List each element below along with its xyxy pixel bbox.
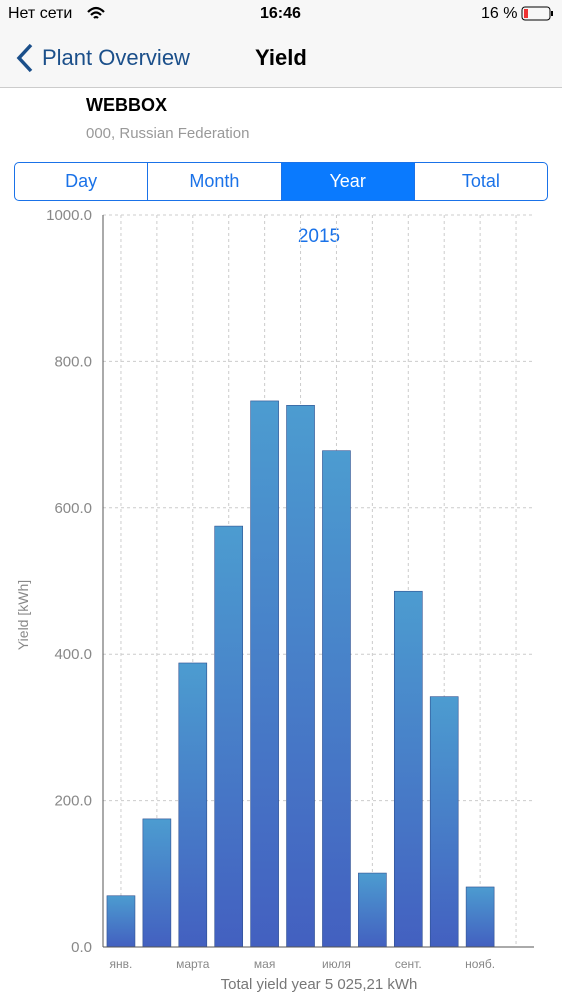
bar [393,590,423,948]
tab[interactable]: Total [461,171,500,191]
x-tick-label: янв. [110,957,133,971]
y-tick-label: 800.0 [54,353,92,370]
back-button[interactable]: Plant Overview [42,45,190,70]
plant-location: 000, Russian Federation [86,125,250,142]
wifi-icon [87,6,105,19]
y-tick-label: 400.0 [54,646,92,663]
y-tick-label: 600.0 [54,500,92,517]
tab[interactable]: Month [148,163,282,200]
nav-bar: Plant Overview Yield [0,30,562,88]
footer-total: Total yield year 5 025,21 kWh [221,976,418,993]
carrier: Нет сети [8,5,73,22]
tab[interactable]: Year [281,163,415,200]
bar [250,400,279,948]
back-chevron[interactable] [16,43,34,73]
bar [286,405,315,948]
segmented-control: Day Month Year Total [14,162,548,201]
y-tick-label: 0.0 [71,939,92,956]
bar [465,886,495,948]
status-bar: Нет сети 16:46 16 % [0,0,562,30]
bar [142,818,172,948]
y-axis-label: Yield [kWh] [15,580,31,650]
chart-title: 2015 [298,226,340,247]
x-tick-label: сент. [395,957,422,971]
bar [106,895,136,948]
tab[interactable]: Day [15,163,149,200]
x-tick-label: нояб. [465,957,495,971]
chart: 2015 Yield [kWh] Total yield year 5 025,… [15,207,534,993]
y-tick-label: 1000.0 [46,207,92,224]
x-tick-label: мая [254,957,275,971]
plant-name: WEBBOX [86,95,167,115]
bar [429,696,459,948]
x-tick-label: июля [322,957,351,971]
bar [322,450,351,948]
x-tick-label: марта [176,957,210,971]
battery-icon [521,6,553,21]
bar [178,662,208,948]
battery-label: 16 % [481,5,518,22]
bar [214,525,244,948]
nav-title: Yield [255,45,307,70]
y-tick-label: 200.0 [54,793,92,810]
time: 16:46 [260,5,301,22]
bar [358,872,387,948]
